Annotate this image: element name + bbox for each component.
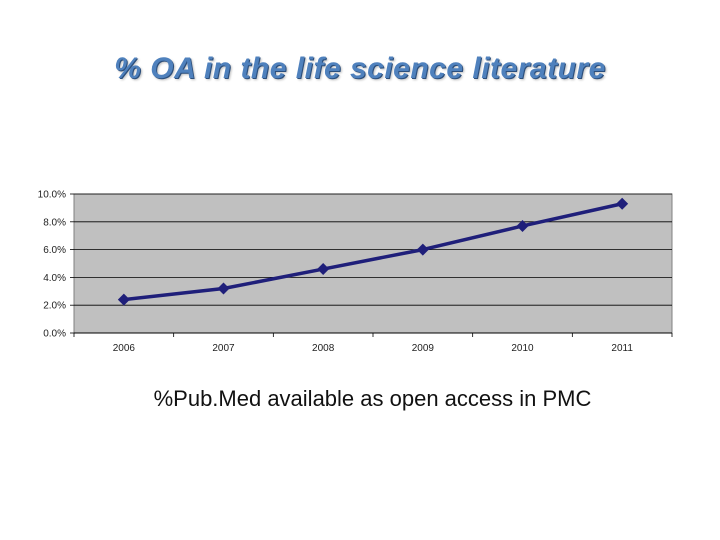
y-tick-label: 6.0% — [43, 245, 66, 256]
data-point-marker — [516, 219, 529, 232]
series-group — [117, 197, 629, 306]
chart-caption: %Pub.Med available as open access in PMC — [153, 386, 592, 411]
data-point-marker — [117, 293, 130, 306]
y-tick-label: 8.0% — [43, 217, 66, 228]
x-tick-label: 2011 — [611, 343, 633, 354]
x-tick-label: 2008 — [312, 343, 335, 354]
data-point-marker — [317, 263, 330, 276]
y-tick-label: 4.0% — [43, 273, 66, 284]
data-point-marker — [416, 243, 429, 256]
slide-title: % OA in the life science literature — [114, 52, 606, 85]
plot-area-group — [73, 193, 673, 334]
y-tick-label: 0.0% — [43, 329, 66, 340]
x-tick-label: 2006 — [113, 343, 136, 354]
x-tick-label: 2010 — [511, 343, 534, 354]
data-point-marker — [217, 282, 230, 295]
axes-group: 0.0% 2.0% 4.0% 6.0% 8.0% 10.0% 2006 2007 2008 200… — [38, 190, 673, 354]
plot-background — [73, 193, 673, 334]
series-line — [123, 202, 623, 302]
y-tick-label: 10.0% — [38, 190, 66, 201]
y-tick-label: 2.0% — [43, 301, 66, 312]
x-tick-label: 2007 — [212, 343, 235, 354]
gridlines-group — [74, 193, 672, 306]
data-point-marker — [616, 197, 629, 210]
x-tick-label: 2009 — [412, 343, 435, 354]
